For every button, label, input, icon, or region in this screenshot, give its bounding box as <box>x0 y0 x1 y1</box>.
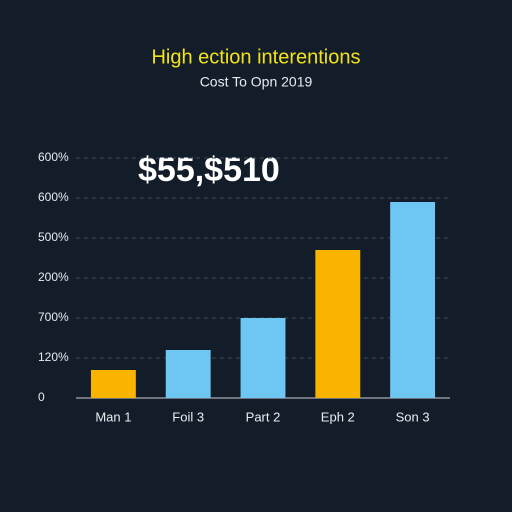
bar <box>90 370 136 398</box>
annotation: $55,$510 <box>138 151 280 189</box>
y-tick-label: 200% <box>38 270 69 284</box>
x-tick-label: Son 3 <box>396 409 430 424</box>
bar <box>240 318 286 398</box>
y-tick-label: 600% <box>38 150 69 164</box>
y-tick-label: 0 <box>38 390 45 404</box>
bar <box>165 350 211 398</box>
y-tick-label: 500% <box>38 230 69 244</box>
y-tick-label: 120% <box>38 350 69 364</box>
chart-subtitle: Cost To Opn 2019 <box>200 74 313 90</box>
x-tick-label: Eph 2 <box>321 409 355 424</box>
y-tick-label: 600% <box>38 190 69 204</box>
bar <box>390 202 436 398</box>
bar <box>315 250 361 398</box>
y-tick-label: 700% <box>38 310 69 324</box>
x-tick-label: Man 1 <box>95 409 131 424</box>
x-tick-label: Part 2 <box>246 409 281 424</box>
x-tick-label: Foil 3 <box>172 409 204 424</box>
chart-title: High ection interentions <box>151 46 360 68</box>
